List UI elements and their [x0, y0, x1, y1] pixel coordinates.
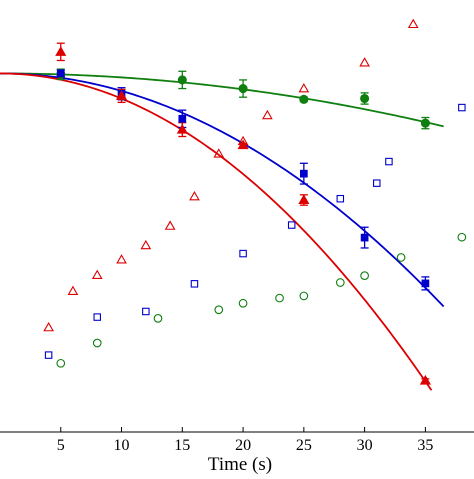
data-point-triangle	[116, 254, 127, 264]
x-tick-label: 10	[114, 437, 130, 454]
data-point-triangle	[359, 57, 370, 67]
data-point-triangle	[407, 18, 419, 29]
x-tick-label: 35	[417, 437, 433, 454]
data-point-triangle	[140, 239, 152, 250]
data-point-circle	[153, 314, 163, 323]
data-point-triangle	[43, 321, 54, 332]
data-point-circle	[457, 232, 467, 242]
data-point-square	[458, 103, 466, 112]
x-tick-label: 30	[357, 437, 373, 454]
data-point-square	[373, 179, 381, 187]
data-point-square	[360, 233, 369, 242]
data-point-square	[299, 169, 308, 178]
axes: 5 10 15 20 25 30 35	[0, 427, 474, 454]
data-point-triangle	[262, 109, 273, 120]
data-point-triangle	[176, 123, 188, 134]
data-point-triangle	[189, 191, 200, 201]
fit-curve-1	[0, 72, 444, 128]
fit-curves	[0, 72, 445, 391]
data-point-triangle	[164, 220, 176, 230]
x-tick-label: 25	[296, 437, 312, 454]
data-point-circle	[299, 291, 309, 301]
data-point-triangle	[298, 194, 310, 205]
data-point-square	[287, 221, 296, 229]
x-tick-label: 15	[174, 437, 190, 454]
fit-curve-2	[0, 72, 445, 308]
data-point-square	[56, 69, 65, 78]
data-point-circle	[238, 298, 248, 308]
data-point-triangle	[55, 46, 67, 56]
data-point-circle	[177, 75, 187, 85]
fit-curve-3	[0, 72, 433, 391]
data-point-circle	[335, 278, 345, 287]
x-tick-label: 20	[235, 437, 251, 454]
data-point-square	[44, 351, 53, 359]
error-bars	[56, 42, 430, 383]
x-axis-label: Time (s)	[208, 454, 272, 474]
data-point-square	[178, 114, 187, 123]
data-point-circle	[56, 358, 66, 368]
data-point-circle	[92, 338, 102, 348]
data-point-triangle	[115, 90, 128, 100]
data-markers	[43, 18, 467, 385]
data-point-triangle	[91, 269, 103, 280]
data-point-square	[385, 157, 393, 166]
data-point-triangle	[237, 135, 249, 146]
data-point-circle	[420, 118, 430, 128]
data-point-square	[421, 279, 430, 288]
data-point-circle	[275, 293, 284, 303]
data-point-square	[190, 280, 199, 288]
data-point-square	[336, 194, 345, 203]
data-point-square	[142, 307, 150, 316]
data-point-circle	[360, 271, 369, 280]
data-point-square	[239, 249, 247, 258]
data-point-circle	[214, 305, 224, 315]
data-point-circle	[299, 94, 309, 104]
data-point-triangle	[298, 83, 310, 93]
data-point-circle	[396, 253, 406, 262]
data-point-circle	[238, 84, 248, 94]
data-point-square	[93, 313, 101, 321]
data-point-triangle	[67, 285, 79, 296]
data-point-triangle	[419, 374, 431, 385]
data-point-circle	[360, 93, 370, 104]
x-tick-label: 5	[57, 437, 65, 454]
data-point-triangle	[213, 148, 225, 158]
